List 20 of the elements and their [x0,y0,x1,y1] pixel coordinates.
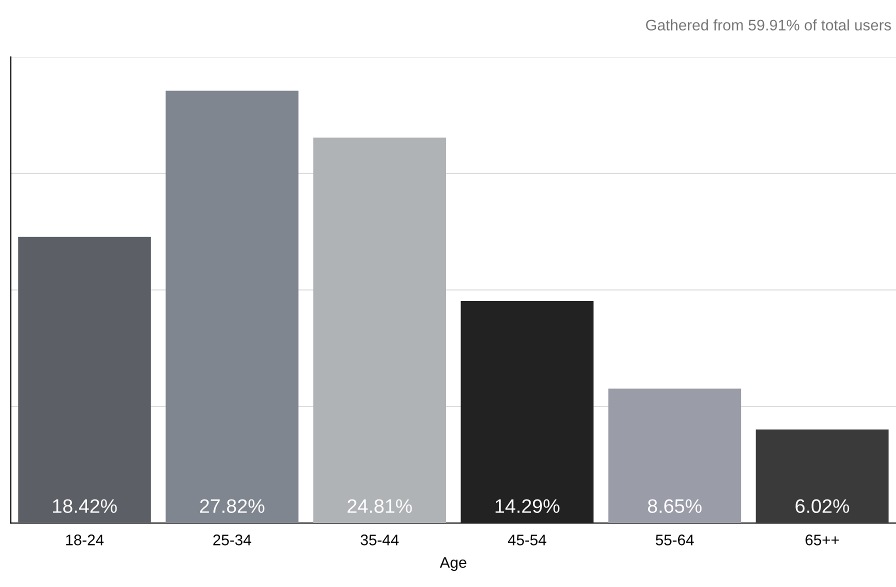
x-tick-label: 45-54 [508,534,546,546]
x-tick-label: 65++ [806,534,839,546]
x-tick-label: 25-34 [213,534,252,546]
bar [608,388,742,524]
x-axis-title: Age [440,557,466,571]
bar [166,90,298,524]
bar [460,301,594,524]
bar [18,236,151,524]
data-label: 6.02% [796,499,850,513]
bar [313,138,446,524]
data-label: 14.29% [496,499,560,513]
data-label: 27.82% [200,499,264,513]
text: Gathered from 59.91% of total users [646,19,891,31]
x-tick-label: 18-24 [66,534,104,546]
bar [756,429,889,524]
x-tick-label: 35-44 [360,534,399,546]
data-label: 18.42% [53,499,117,513]
data-label: 8.65% [648,499,702,513]
x-tick-label: 55-64 [656,534,694,546]
data-label: 24.81% [348,499,412,513]
